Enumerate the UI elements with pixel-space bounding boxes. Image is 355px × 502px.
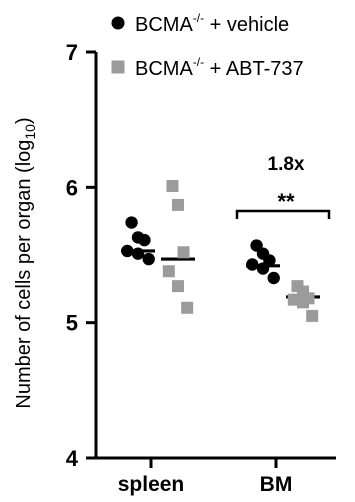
data-point-square [172, 198, 184, 211]
data-point-square [287, 293, 300, 306]
axes: 4 5 6 7 spleen BM Number of cells per organ (l… [13, 40, 336, 496]
legend-label: BCMA-/- + ABT-737 [135, 55, 304, 80]
significance-bracket [235, 209, 331, 219]
data-point-circle [246, 258, 259, 271]
legend-label-sup: -/- [193, 55, 204, 69]
data-point-circle [121, 244, 134, 258]
annotations: 1.8x ** [235, 154, 331, 219]
y-axis-label-subscript: 10 [22, 124, 38, 140]
legend-label-main: BCMA [135, 14, 193, 36]
y-tick-label: 6 [66, 175, 78, 200]
data-point-circle [267, 271, 280, 285]
plot-area [121, 179, 320, 322]
legend-marker-square [111, 60, 125, 74]
data-point-square [162, 265, 175, 278]
legend-label-rest: + vehicle [204, 14, 289, 36]
significance-label: ** [277, 189, 295, 214]
legend-label-main: BCMA [135, 58, 193, 80]
y-axis-label: Number of cells per organ (log10) [13, 117, 38, 408]
x-tick-label: BM [260, 473, 293, 496]
y-axis-label-text: Number of cells per organ (log [13, 140, 35, 409]
data-point-circle [131, 247, 145, 260]
y-tick-label: 5 [66, 311, 78, 336]
data-point-square [177, 246, 190, 259]
data-point-square [172, 280, 184, 293]
data-point-circle [256, 262, 270, 275]
y-tick-label: 7 [66, 40, 78, 65]
data-point-square [306, 309, 319, 322]
data-point-square [297, 296, 309, 309]
legend-label-sup: -/- [193, 11, 204, 25]
legend-label: BCMA-/- + vehicle [135, 11, 289, 36]
x-tick-label: spleen [118, 473, 185, 496]
data-point-circle [138, 233, 151, 247]
legend-marker-circle [111, 16, 125, 30]
data-point-square [181, 301, 194, 314]
y-tick-label: 4 [66, 446, 79, 471]
data-point-square [166, 179, 179, 192]
data-point-circle [125, 216, 138, 229]
fold-change-label: 1.8x [268, 154, 305, 175]
data-point-circle [142, 252, 155, 266]
legend-label-rest: + ABT-737 [204, 58, 304, 80]
y-axis-label-suffix: ) [13, 117, 35, 124]
